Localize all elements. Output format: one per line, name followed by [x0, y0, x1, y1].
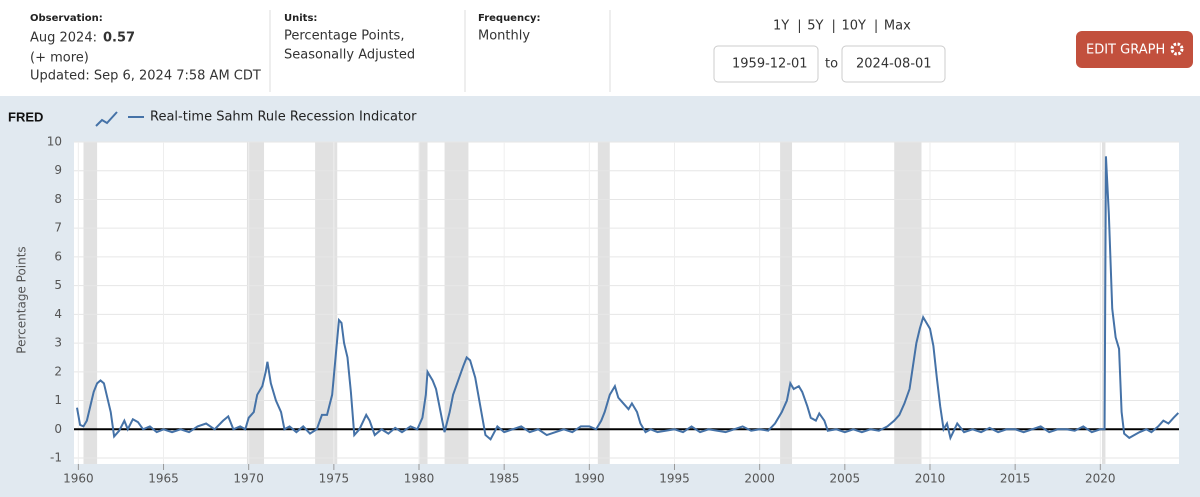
recession-band [246, 142, 265, 464]
y-tick-label: -1 [50, 451, 62, 465]
recession-band [419, 142, 428, 464]
x-tick-label: 1965 [148, 472, 179, 486]
logo: FRED [8, 109, 43, 124]
x-tick-label: 2000 [744, 472, 775, 486]
y-tick-label: 6 [54, 249, 62, 263]
y-tick-label: 5 [54, 278, 62, 292]
y-axis-label: Percentage Points [15, 246, 29, 353]
recession-band [597, 142, 610, 464]
line-series [76, 156, 1180, 441]
x-tick-label: 1985 [489, 472, 520, 486]
range-link[interactable]: 1Y [773, 19, 789, 34]
logo-icon [95, 111, 118, 127]
gear-icon [1170, 42, 1184, 56]
y-tick-label: 7 [54, 221, 62, 235]
recession-band [1102, 142, 1106, 464]
units-line: Percentage Points, [284, 29, 404, 44]
y-tick-label: 0 [54, 422, 62, 436]
x-tick-label: 2010 [915, 472, 946, 486]
obs-value: 0.57 [103, 31, 135, 46]
y-tick-label: 1 [54, 393, 62, 407]
x-tick-label: 2020 [1085, 472, 1116, 486]
updated: Updated: Sep 6, 2024 7:58 AM CDT [30, 69, 261, 84]
x-tick-label: 1960 [63, 472, 94, 486]
obs-date: Aug 2024: [30, 31, 97, 46]
y-tick-label: 9 [54, 163, 62, 177]
recession-band [83, 142, 98, 464]
separator: | [831, 19, 835, 34]
end-input[interactable] [841, 45, 946, 83]
freq-label: Frequency: [478, 13, 541, 24]
x-tick-label: 1975 [319, 472, 350, 486]
y-tick-label: 8 [54, 192, 62, 206]
separator: | [797, 19, 801, 34]
recession-band [894, 142, 922, 464]
button-label: EDIT GRAPH [1086, 43, 1165, 58]
legend-label: Real-time Sahm Rule Recession Indicator [150, 110, 417, 125]
range-link[interactable]: 5Y [807, 19, 823, 34]
obs-label: Observation: [30, 13, 103, 24]
range-link[interactable]: Max [884, 19, 911, 34]
plot-area [74, 142, 1179, 464]
units-label: Units: [284, 13, 317, 24]
edit-button[interactable] [1076, 31, 1193, 68]
recession-band [780, 142, 793, 464]
x-tick-label: 1970 [233, 472, 264, 486]
x-tick-label: 2005 [830, 472, 861, 486]
chart: -1 0 1 2 3 4 5 6 7 8 9 10 1960 1965 1970 1975 1980 1985 19… [15, 110, 1180, 486]
range-links: 1Y | 5Y | 10Y | Max [773, 19, 911, 34]
header-bg [0, 0, 1200, 96]
more-link[interactable]: (+ more) [30, 51, 89, 66]
x-tick-label: 1990 [574, 472, 605, 486]
y-tick-label: 3 [54, 336, 62, 350]
start-date: 1959-12-01 [732, 57, 808, 72]
range-link[interactable]: 10Y [841, 19, 866, 34]
x-tick-label: 1980 [404, 472, 435, 486]
freq-value: Monthly [478, 29, 530, 44]
end-date: 2024-08-01 [856, 57, 932, 72]
recession-band [444, 142, 469, 464]
x-tick-label: 1995 [659, 472, 690, 486]
start-input[interactable] [713, 45, 819, 83]
x-tick-label: 2015 [1000, 472, 1031, 486]
to-label: to [825, 57, 838, 72]
separator: | [874, 19, 878, 34]
y-tick-label: 2 [54, 364, 62, 378]
recession-band [315, 142, 338, 464]
units-line: Seasonally Adjusted [284, 48, 415, 63]
y-tick-label: 4 [54, 307, 62, 321]
y-tick-label: 10 [47, 135, 62, 149]
